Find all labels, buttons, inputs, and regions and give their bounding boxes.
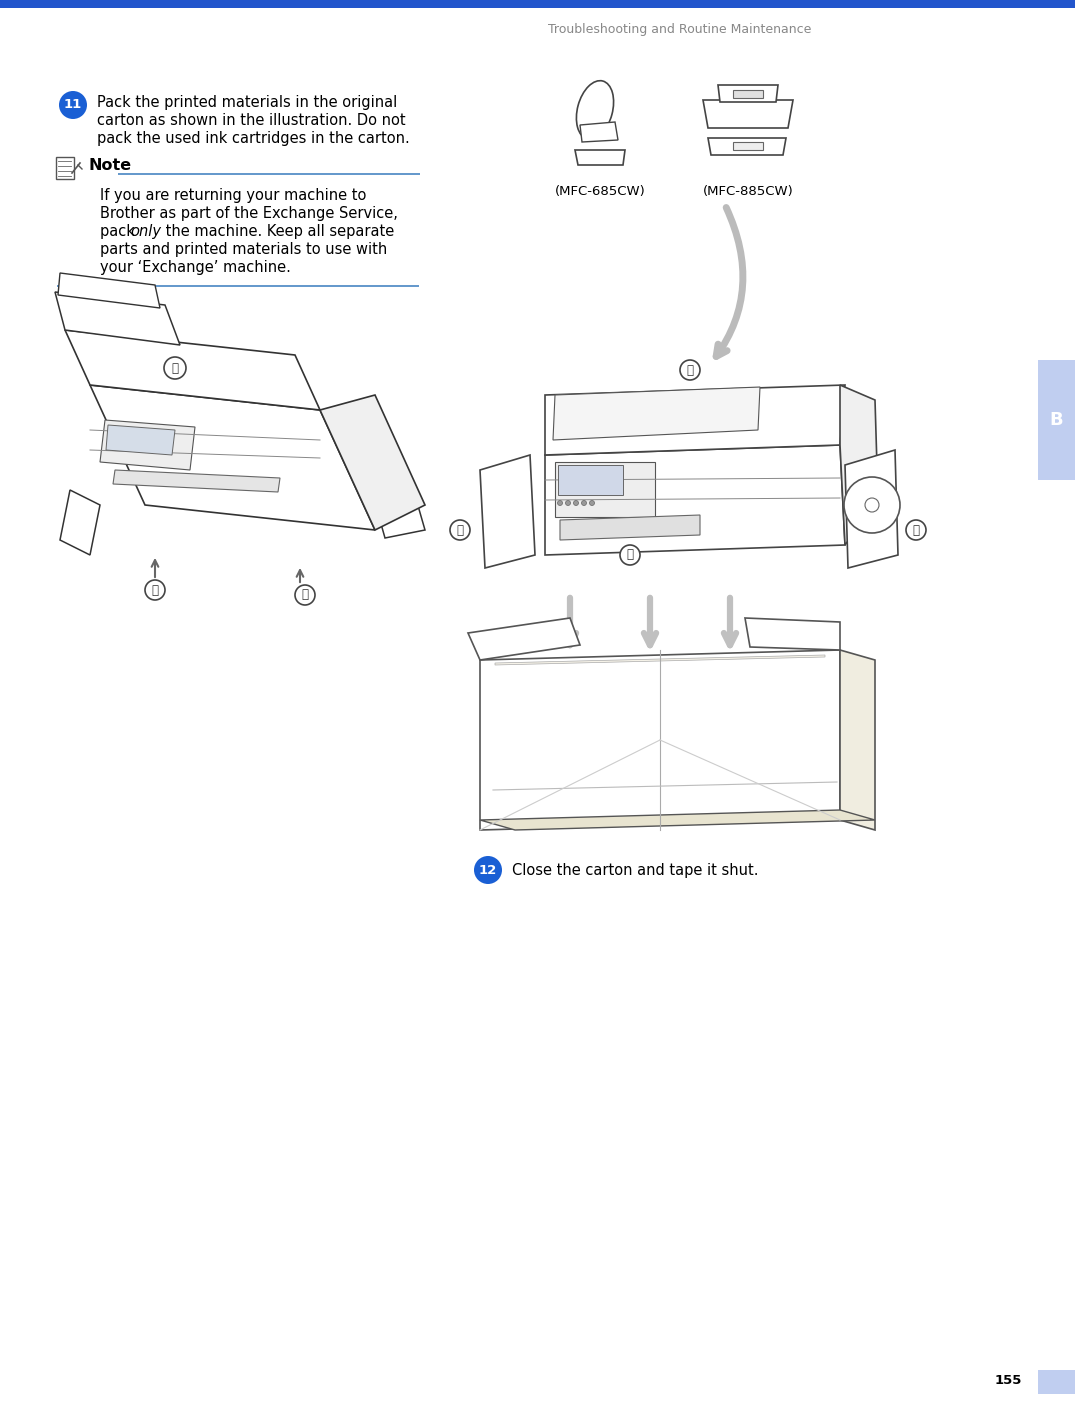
Text: ②: ②: [457, 524, 463, 537]
Circle shape: [164, 357, 186, 380]
Circle shape: [565, 500, 571, 506]
Circle shape: [59, 91, 87, 119]
Text: ②: ②: [301, 588, 309, 601]
Polygon shape: [545, 446, 845, 555]
Polygon shape: [845, 450, 898, 567]
Polygon shape: [560, 516, 700, 539]
Text: pack the used ink cartridges in the carton.: pack the used ink cartridges in the cart…: [97, 132, 410, 146]
Ellipse shape: [576, 81, 614, 139]
Circle shape: [865, 497, 879, 511]
Polygon shape: [545, 385, 845, 455]
Text: Brother as part of the Exchange Service,: Brother as part of the Exchange Service,: [100, 206, 398, 221]
Circle shape: [450, 520, 470, 539]
Polygon shape: [370, 478, 425, 538]
Text: pack: pack: [100, 224, 140, 240]
Text: 155: 155: [994, 1374, 1022, 1387]
Bar: [733, 142, 763, 150]
Polygon shape: [703, 99, 793, 127]
Circle shape: [906, 520, 926, 539]
Text: carton as shown in the illustration. Do not: carton as shown in the illustration. Do …: [97, 113, 405, 127]
Text: B: B: [1049, 410, 1063, 429]
Bar: [57, 284, 419, 286]
Polygon shape: [60, 490, 100, 555]
Text: ①: ①: [152, 583, 158, 597]
Text: ①: ①: [627, 549, 633, 562]
Polygon shape: [55, 291, 180, 345]
Bar: [733, 90, 763, 98]
Text: parts and printed materials to use with: parts and printed materials to use with: [100, 242, 387, 256]
Circle shape: [680, 360, 700, 380]
Circle shape: [558, 500, 562, 506]
Text: ②: ②: [913, 524, 919, 537]
Polygon shape: [494, 656, 825, 665]
Polygon shape: [90, 385, 375, 530]
Text: Pack the printed materials in the original: Pack the printed materials in the origin…: [97, 95, 398, 111]
Polygon shape: [745, 618, 840, 650]
Bar: [1038, 360, 1075, 481]
Text: only: only: [130, 224, 161, 240]
Polygon shape: [481, 810, 875, 829]
Polygon shape: [100, 420, 195, 469]
Text: the machine. Keep all separate: the machine. Keep all separate: [161, 224, 395, 240]
Polygon shape: [113, 469, 280, 492]
Polygon shape: [575, 150, 625, 165]
Polygon shape: [481, 455, 535, 567]
Polygon shape: [58, 273, 160, 308]
Polygon shape: [718, 85, 778, 102]
Text: (MFC-685CW): (MFC-685CW): [555, 185, 645, 198]
Polygon shape: [553, 387, 760, 440]
Bar: [555, 462, 655, 517]
Bar: [118, 172, 420, 175]
Bar: [1038, 1370, 1075, 1394]
Text: Note: Note: [88, 157, 131, 172]
Polygon shape: [106, 425, 175, 455]
Text: Troubleshooting and Routine Maintenance: Troubleshooting and Routine Maintenance: [548, 24, 812, 36]
Polygon shape: [481, 650, 840, 829]
Text: 11: 11: [63, 98, 82, 112]
Circle shape: [295, 586, 315, 605]
Circle shape: [620, 545, 640, 565]
Polygon shape: [468, 618, 580, 660]
Polygon shape: [840, 650, 875, 829]
Text: If you are returning your machine to: If you are returning your machine to: [100, 188, 367, 203]
Text: your ‘Exchange’ machine.: your ‘Exchange’ machine.: [100, 261, 291, 275]
Text: (MFC-885CW): (MFC-885CW): [703, 185, 793, 198]
Bar: [56, 157, 74, 179]
Polygon shape: [64, 331, 320, 410]
Text: 12: 12: [478, 863, 497, 877]
Text: Close the carton and tape it shut.: Close the carton and tape it shut.: [512, 863, 759, 877]
Polygon shape: [320, 395, 425, 530]
Text: ③: ③: [687, 363, 693, 377]
Circle shape: [844, 476, 900, 532]
Text: ③: ③: [172, 361, 178, 374]
Polygon shape: [708, 139, 786, 156]
Polygon shape: [580, 122, 618, 142]
Circle shape: [589, 500, 594, 506]
Circle shape: [474, 856, 502, 884]
Bar: [0, 0, 1075, 8]
Circle shape: [582, 500, 587, 506]
Circle shape: [573, 500, 578, 506]
Polygon shape: [840, 385, 878, 545]
Bar: [558, 465, 624, 495]
Circle shape: [145, 580, 164, 600]
